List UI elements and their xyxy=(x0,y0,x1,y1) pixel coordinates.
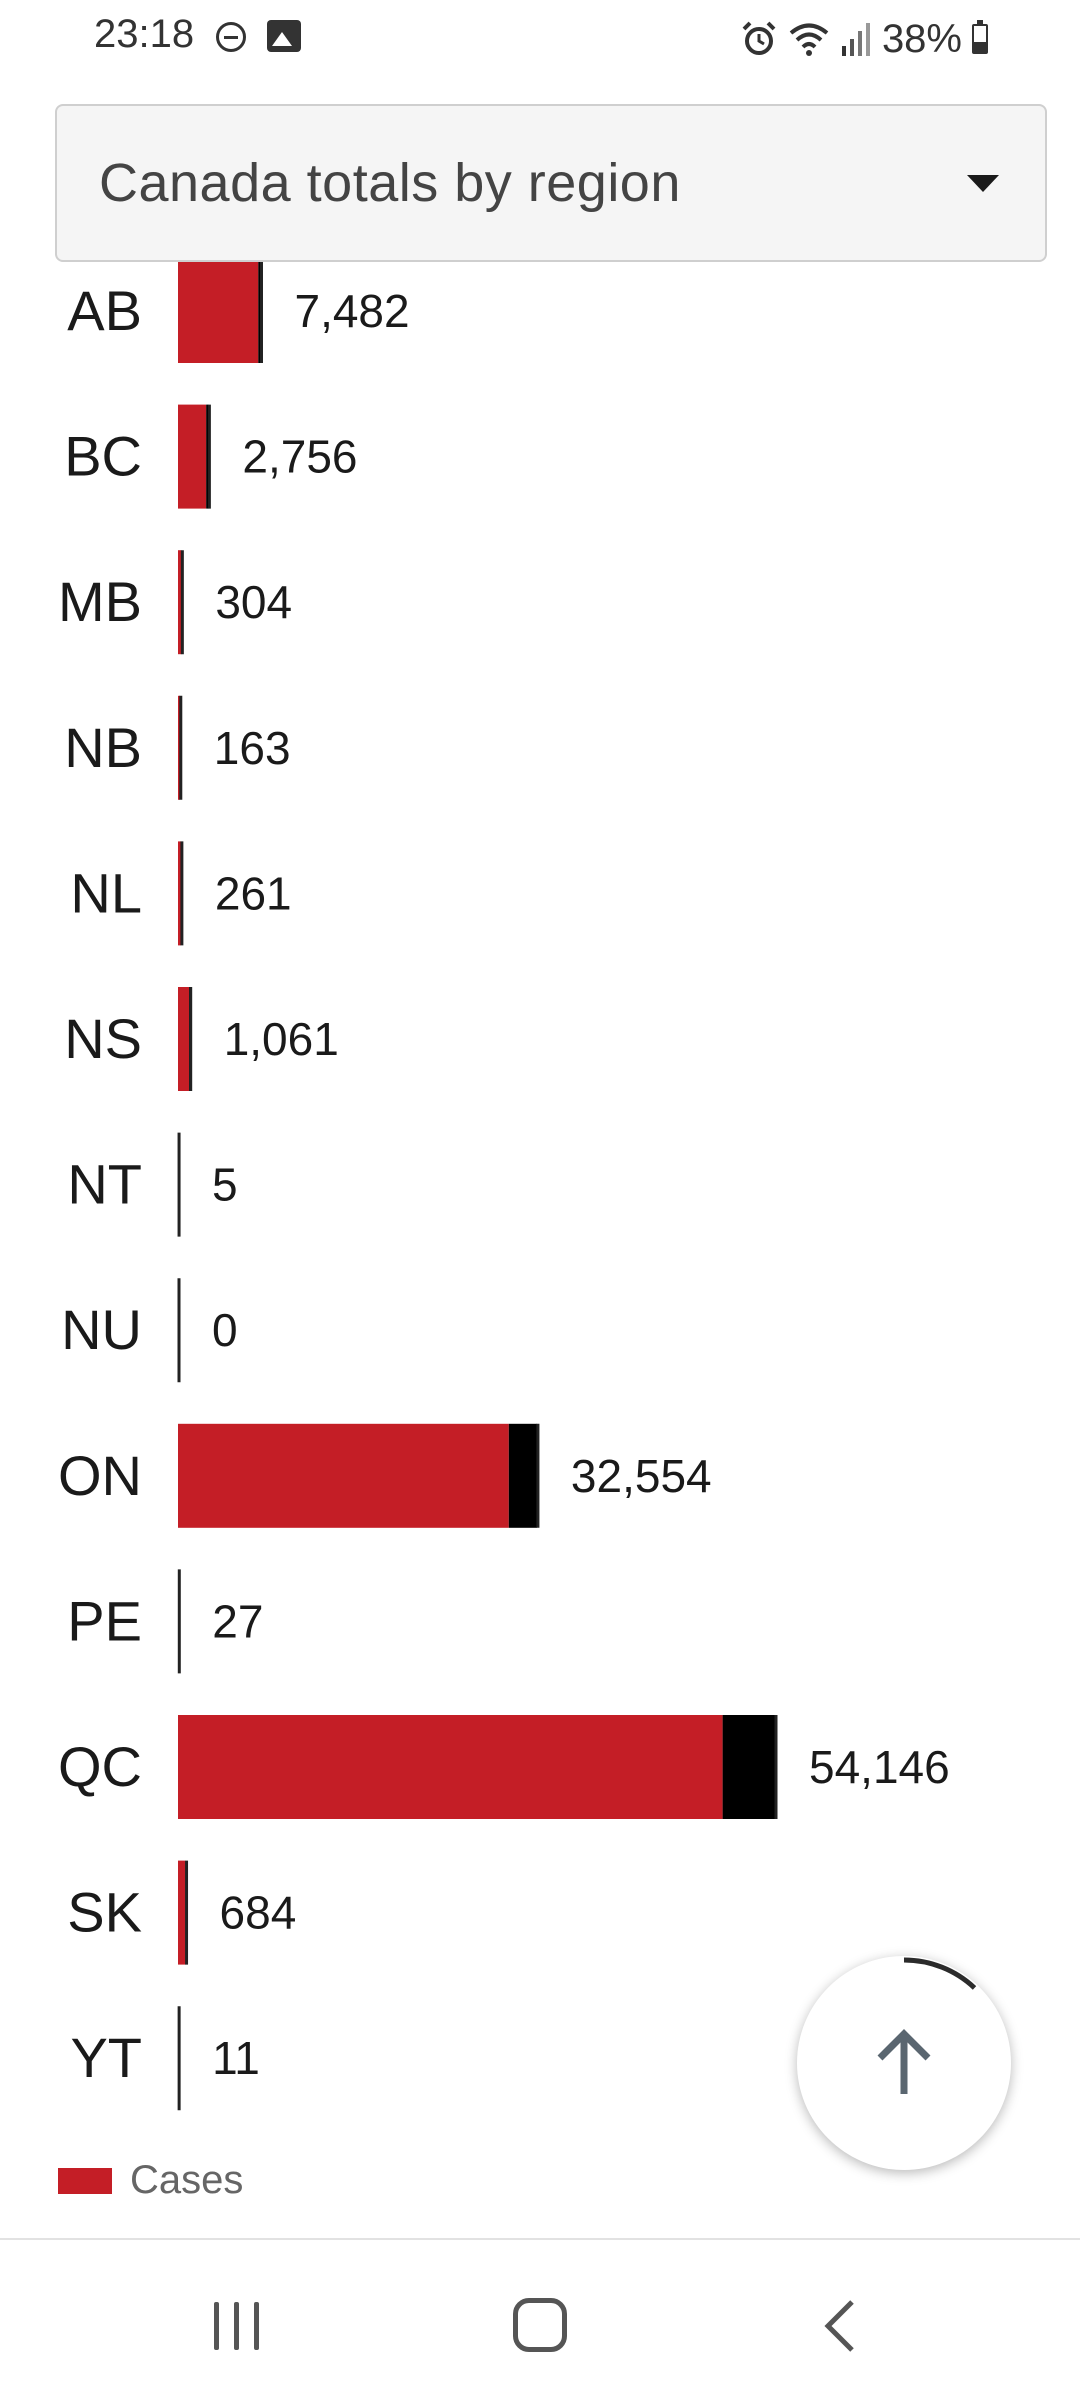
bar-segment-bc xyxy=(206,404,209,509)
alarm-icon xyxy=(742,21,776,55)
value-label-yt: 11 xyxy=(212,2032,260,2084)
value-label-on: 32,554 xyxy=(571,1450,712,1502)
chart-svg: AB 7,482 BC 2,756 MB 304 NB 163 NL 261 NS 1,061 NT 5 N… xyxy=(58,262,950,2111)
bar-cases-on xyxy=(178,1423,509,1528)
bar-cases-nl xyxy=(178,841,181,946)
category-label-yt: YT xyxy=(70,2026,142,2089)
status-bar: 23:18 38% xyxy=(0,0,1080,78)
bar-cases-sk xyxy=(178,1860,186,1965)
signal-icon xyxy=(841,23,870,56)
home-icon[interactable] xyxy=(513,2298,567,2352)
wifi-icon xyxy=(789,23,829,56)
recents-icon[interactable] xyxy=(210,2298,266,2354)
bar-cases-qc xyxy=(178,1715,723,1819)
bar-segment-on xyxy=(508,1423,537,1528)
gallery-icon xyxy=(267,20,301,52)
value-label-nt: 5 xyxy=(212,1159,238,1211)
value-label-pe: 27 xyxy=(212,1595,263,1647)
bar-segment-qc xyxy=(722,1715,775,1819)
status-time: 23:18 xyxy=(94,12,195,56)
bar-segment-ab xyxy=(258,262,261,363)
legend-label-cases: Cases xyxy=(130,2158,244,2202)
scroll-to-top-button[interactable] xyxy=(797,1956,1011,2170)
bar-cases-ab xyxy=(178,262,259,363)
value-label-nl: 261 xyxy=(215,867,292,919)
category-label-ab: AB xyxy=(67,279,142,342)
bar-cases-nb xyxy=(178,695,180,800)
value-label-ab: 7,482 xyxy=(294,285,409,337)
category-label-on: ON xyxy=(58,1444,142,1507)
category-label-nt: NT xyxy=(67,1153,142,1216)
region-dropdown-value: Canada totals by region xyxy=(99,153,681,213)
battery-percentage: 38% xyxy=(881,16,962,61)
value-label-qc: 54,146 xyxy=(809,1741,950,1793)
category-label-nl: NL xyxy=(70,861,142,924)
caret-down-icon xyxy=(967,174,999,192)
bar-cases-ns xyxy=(178,987,190,1091)
legend-swatch-cases xyxy=(58,2167,112,2194)
category-label-mb: MB xyxy=(58,570,142,633)
bar-cases-mb xyxy=(178,550,182,655)
category-label-pe: PE xyxy=(67,1589,142,1652)
battery-icon xyxy=(972,20,988,54)
value-label-mb: 304 xyxy=(215,576,292,628)
scroll-progress-arc xyxy=(903,1957,977,1990)
category-label-sk: SK xyxy=(67,1881,142,1944)
scroll-progress-arc-path xyxy=(903,1957,977,1990)
category-label-nb: NB xyxy=(64,716,142,779)
category-label-qc: QC xyxy=(58,1735,142,1798)
status-icons: 38% xyxy=(740,12,988,66)
category-label-bc: BC xyxy=(64,425,142,488)
value-label-nu: 0 xyxy=(212,1304,238,1356)
back-icon[interactable] xyxy=(816,2296,866,2356)
value-label-bc: 2,756 xyxy=(242,431,357,483)
do-not-disturb-icon xyxy=(216,22,246,52)
region-bar-chart: AB 7,482 BC 2,756 MB 304 NB 163 NL 261 NS 1,061 NT 5 N… xyxy=(0,262,1080,2112)
value-label-sk: 684 xyxy=(220,1887,297,1939)
nav-divider xyxy=(0,2238,1080,2240)
category-label-ns: NS xyxy=(64,1007,142,1070)
value-label-nb: 163 xyxy=(214,722,291,774)
chart-legend: Cases xyxy=(58,2158,243,2203)
bar-cases-bc xyxy=(178,404,207,509)
category-label-nu: NU xyxy=(61,1298,142,1361)
battery-fill xyxy=(974,42,986,52)
system-nav-bar xyxy=(0,2240,1080,2400)
arrow-up-icon xyxy=(877,2029,931,2094)
region-dropdown[interactable]: Canada totals by region xyxy=(55,104,1047,262)
value-label-ns: 1,061 xyxy=(224,1013,339,1065)
